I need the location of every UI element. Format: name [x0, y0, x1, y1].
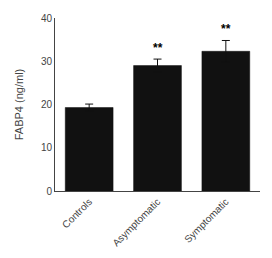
svg-text:**: ** — [153, 41, 163, 55]
svg-text:20: 20 — [41, 99, 53, 110]
svg-text:40: 40 — [41, 13, 53, 24]
svg-text:0: 0 — [46, 186, 52, 197]
svg-text:Symptomatic: Symptomatic — [182, 196, 231, 245]
svg-text:30: 30 — [41, 56, 53, 67]
svg-text:FABP4 (ng/ml): FABP4 (ng/ml) — [13, 69, 25, 141]
svg-text:Asymptomatic: Asymptomatic — [110, 196, 162, 248]
svg-text:Controls: Controls — [60, 196, 94, 230]
svg-text:10: 10 — [41, 142, 53, 153]
svg-text:**: ** — [221, 22, 231, 36]
